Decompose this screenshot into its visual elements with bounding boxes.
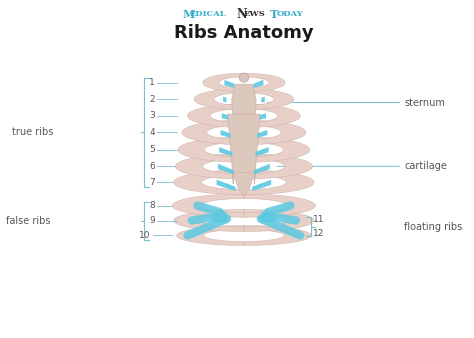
Text: 10: 10 [139, 231, 151, 240]
Polygon shape [253, 80, 264, 88]
Polygon shape [188, 104, 244, 127]
Polygon shape [194, 89, 244, 110]
Text: 5: 5 [149, 145, 155, 154]
Polygon shape [244, 225, 311, 245]
Text: EWS: EWS [244, 10, 265, 18]
Polygon shape [244, 154, 312, 179]
Text: 7: 7 [149, 178, 155, 187]
Text: floating ribs: floating ribs [404, 222, 463, 232]
Polygon shape [244, 120, 306, 145]
Text: ODAY: ODAY [277, 10, 304, 18]
Polygon shape [233, 172, 255, 196]
Polygon shape [255, 147, 269, 156]
Polygon shape [177, 225, 244, 245]
Polygon shape [217, 180, 236, 191]
Text: M: M [182, 9, 195, 20]
Polygon shape [244, 104, 300, 127]
Text: 2: 2 [149, 95, 155, 104]
Polygon shape [254, 164, 270, 174]
Text: 6: 6 [149, 162, 155, 171]
Text: 8: 8 [149, 201, 155, 210]
Polygon shape [244, 194, 315, 217]
Polygon shape [244, 137, 310, 162]
Polygon shape [173, 210, 244, 232]
Polygon shape [257, 130, 267, 138]
Text: EDICAL: EDICAL [189, 10, 226, 18]
Polygon shape [178, 137, 244, 162]
Polygon shape [182, 120, 244, 145]
Text: Ribs Anatomy: Ribs Anatomy [174, 24, 314, 42]
Polygon shape [244, 89, 294, 110]
Polygon shape [175, 154, 244, 179]
Polygon shape [252, 180, 271, 191]
Text: 1: 1 [149, 78, 155, 87]
Polygon shape [203, 73, 244, 92]
Polygon shape [220, 130, 231, 138]
Polygon shape [244, 210, 314, 232]
Text: sternum: sternum [404, 97, 445, 107]
Polygon shape [244, 170, 314, 195]
Ellipse shape [239, 73, 249, 82]
Text: T: T [270, 9, 279, 20]
Text: 11: 11 [313, 215, 325, 224]
Polygon shape [218, 164, 234, 174]
Text: false ribs: false ribs [7, 216, 51, 225]
Polygon shape [232, 84, 256, 114]
Text: true ribs: true ribs [12, 127, 53, 138]
Text: 4: 4 [149, 128, 155, 137]
Polygon shape [228, 114, 260, 184]
Polygon shape [173, 170, 244, 195]
Text: N: N [236, 8, 247, 21]
Polygon shape [173, 194, 244, 217]
Polygon shape [224, 80, 235, 88]
Polygon shape [223, 97, 227, 102]
Text: cartilage: cartilage [404, 161, 447, 171]
Polygon shape [261, 97, 264, 102]
Text: 9: 9 [149, 216, 155, 225]
Polygon shape [219, 147, 232, 156]
Ellipse shape [211, 215, 229, 223]
Text: 3: 3 [149, 111, 155, 120]
Polygon shape [244, 73, 285, 92]
Polygon shape [260, 113, 266, 120]
Polygon shape [222, 113, 228, 120]
Ellipse shape [259, 215, 276, 223]
Text: 12: 12 [313, 229, 325, 238]
